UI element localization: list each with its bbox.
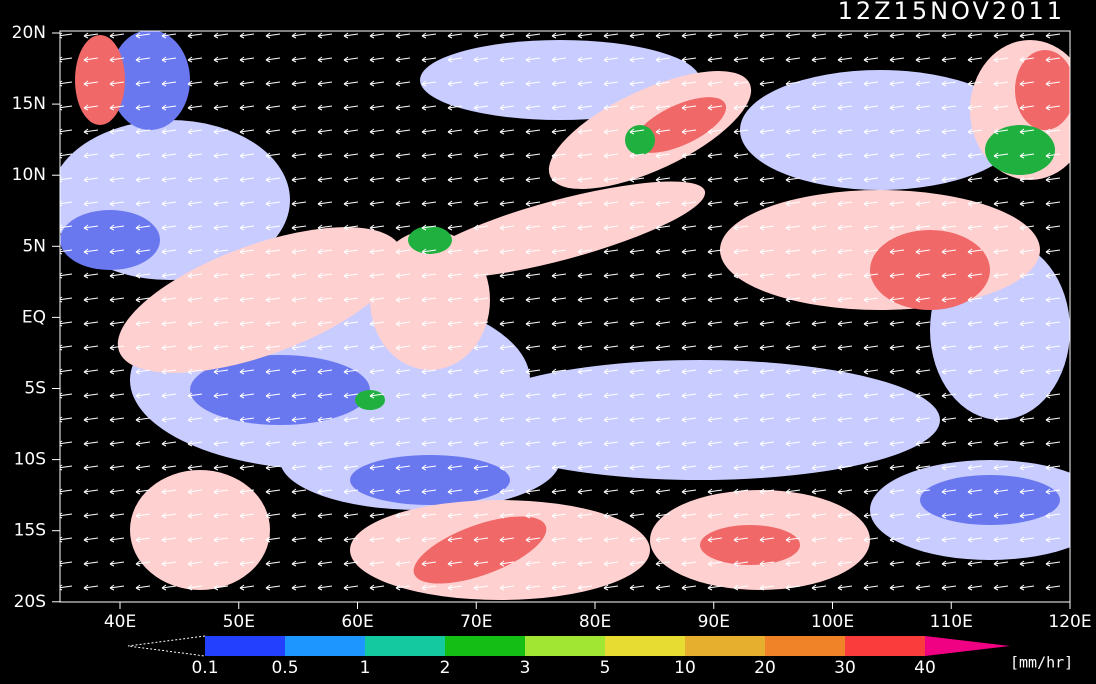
colorbar-box [765, 636, 845, 656]
colorbar-box [605, 636, 685, 656]
colorbar-label: 1 [360, 658, 371, 678]
lon-label: 120E [1048, 612, 1091, 632]
lat-label: 15N [12, 94, 46, 114]
colorbar-label: 0.5 [271, 658, 298, 678]
lon-label: 110E [930, 612, 973, 632]
title: 12Z15NOV2011 [838, 0, 1065, 25]
lat-label: 5S [24, 379, 46, 399]
lat-label: 5N [22, 236, 46, 256]
lon-label: 50E [223, 612, 255, 632]
lat-label: 20N [12, 23, 46, 43]
lon-label: 70E [460, 612, 492, 632]
colorbar-box [445, 636, 525, 656]
colorbar-box [845, 636, 925, 656]
map-field [60, 31, 1070, 602]
lon-label: 100E [811, 612, 854, 632]
lat-label: 10S [14, 450, 46, 470]
lat-label: 20S [14, 592, 46, 612]
colorbar-box [685, 636, 765, 656]
lat-label: 15S [14, 521, 46, 541]
colorbar-label: 10 [674, 658, 696, 678]
colorbar-low-triangle [127, 635, 206, 657]
colorbar-box [285, 636, 365, 656]
colorbar-unit: [mm/hr] [1010, 654, 1073, 672]
colorbar-box [365, 636, 445, 656]
lon-label: 90E [698, 612, 730, 632]
colorbar-label: 2 [440, 658, 451, 678]
colorbar-box [525, 636, 605, 656]
lon-label: 80E [579, 612, 611, 632]
colorbar-label: 30 [834, 658, 856, 678]
lat-label: EQ [22, 307, 46, 327]
lat-label: 10N [12, 165, 46, 185]
lon-label: 60E [341, 612, 373, 632]
colorbar-label: 0.1 [191, 658, 218, 678]
colorbar-high-triangle [925, 636, 1010, 656]
colorbar-label: 40 [914, 658, 936, 678]
colorbar-label: 3 [520, 658, 531, 678]
lon-label: 40E [104, 612, 136, 632]
colorbar-label: 5 [600, 658, 611, 678]
colorbar-box [205, 636, 285, 656]
colorbar-label: 20 [754, 658, 776, 678]
